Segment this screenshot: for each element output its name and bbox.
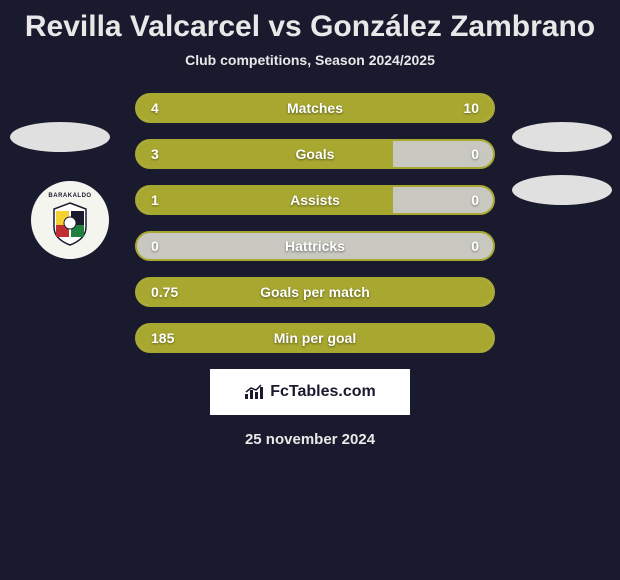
player-avatar-right-2 xyxy=(512,175,612,205)
stat-row: 1 0 Assists xyxy=(135,185,495,215)
stat-row: 185 Min per goal xyxy=(135,323,495,353)
date-text: 25 november 2024 xyxy=(0,431,620,448)
player-avatar-left xyxy=(10,122,110,152)
stat-value-left: 0 xyxy=(151,238,159,254)
stat-fill-left xyxy=(137,187,393,213)
stat-value-left: 3 xyxy=(151,146,159,162)
stat-value-left: 4 xyxy=(151,100,159,116)
stat-value-left: 185 xyxy=(151,330,174,346)
stat-value-right: 0 xyxy=(471,146,479,162)
stat-value-left: 1 xyxy=(151,192,159,208)
page-title: Revilla Valcarcel vs González Zambrano xyxy=(0,0,620,52)
player-avatar-right-1 xyxy=(512,122,612,152)
stat-label: Goals xyxy=(296,146,335,162)
stat-row: 0.75 Goals per match xyxy=(135,277,495,307)
club-badge-text: BARAKALDO xyxy=(48,193,91,199)
branding-box[interactable]: FcTables.com xyxy=(210,369,410,415)
stat-row: 3 0 Goals xyxy=(135,139,495,169)
club-shield-icon xyxy=(50,201,90,247)
stat-label: Min per goal xyxy=(274,330,356,346)
stat-value-right: 10 xyxy=(463,100,479,116)
stat-row: 4 10 Matches xyxy=(135,93,495,123)
stats-container: 410Matches30Goals10Assists00Hattricks0.7… xyxy=(135,93,495,353)
stat-value-right: 0 xyxy=(471,238,479,254)
stat-label: Matches xyxy=(287,100,343,116)
branding-chart-icon xyxy=(244,384,264,400)
stat-label: Goals per match xyxy=(260,284,370,300)
stat-label: Hattricks xyxy=(285,238,345,254)
stat-value-right: 0 xyxy=(471,192,479,208)
subtitle: Club competitions, Season 2024/2025 xyxy=(0,52,620,68)
stat-row: 0 0 Hattricks xyxy=(135,231,495,261)
stat-fill-left xyxy=(137,141,393,167)
club-badge: BARAKALDO xyxy=(28,178,112,262)
stat-label: Assists xyxy=(290,192,340,208)
stat-fill-right xyxy=(237,95,493,121)
stat-value-left: 0.75 xyxy=(151,284,178,300)
branding-text: FcTables.com xyxy=(270,383,376,401)
